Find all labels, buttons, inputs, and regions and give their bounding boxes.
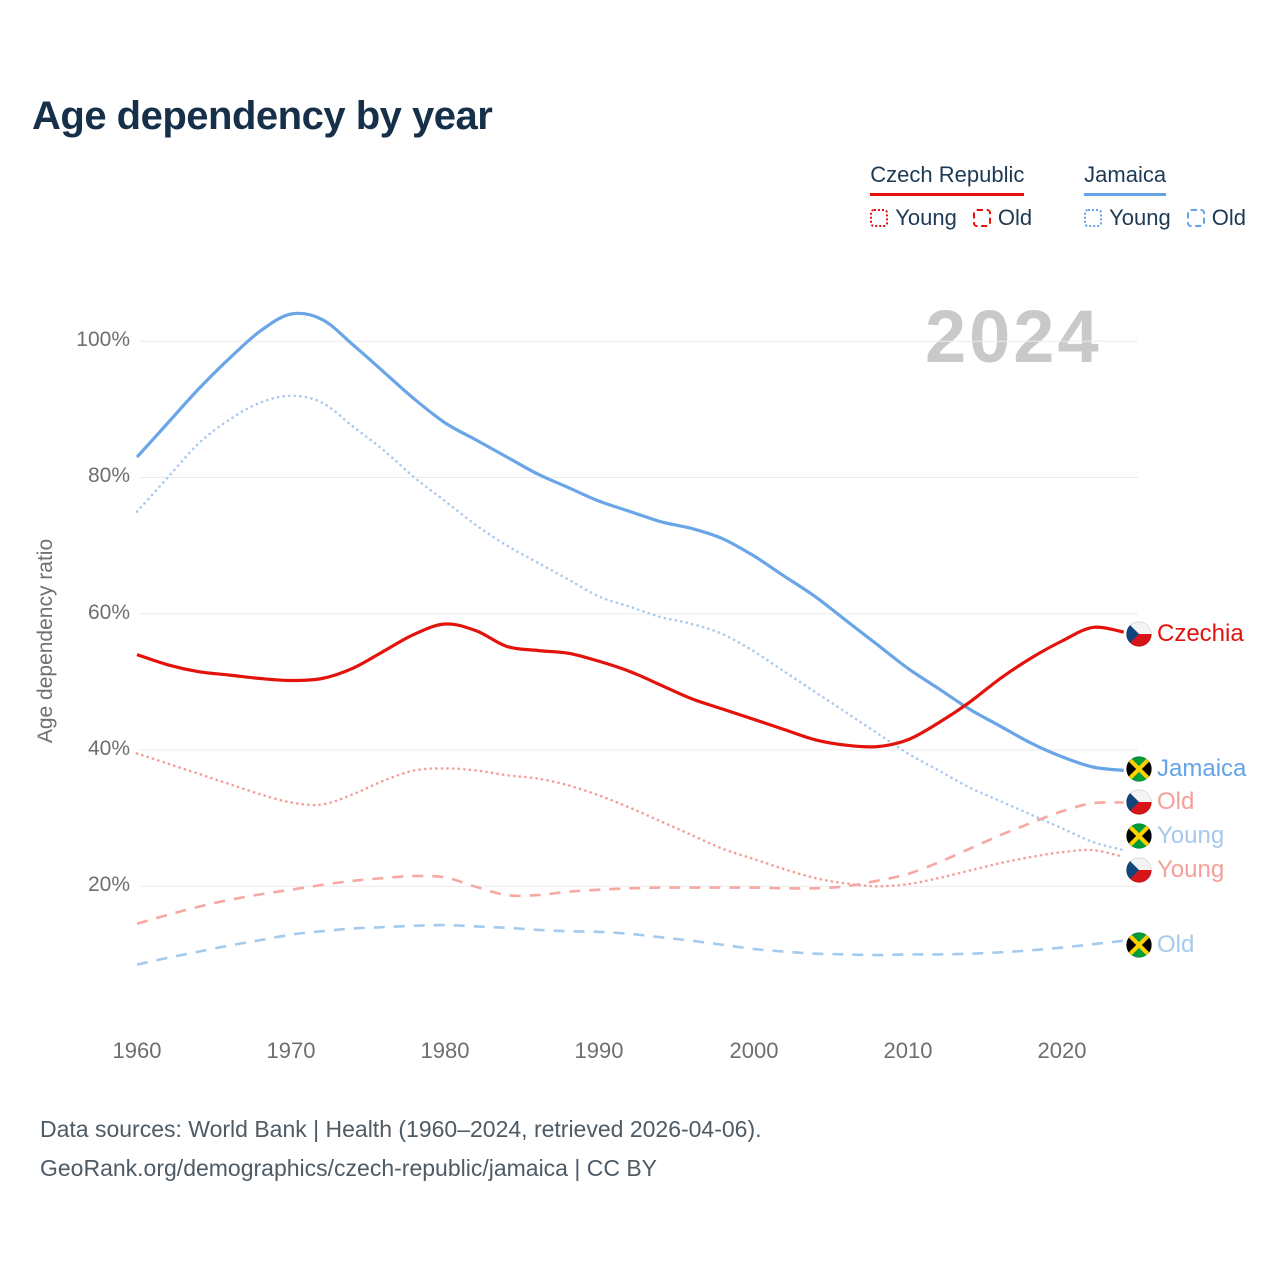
end-label-czechia: Czechia (1126, 617, 1244, 651)
legend-item-label: Young (895, 205, 957, 230)
legend-header-czech-republic[interactable]: Czech Republic (870, 162, 1025, 196)
series-line-jamaica-total[interactable] (135, 311, 1124, 772)
series-line-jamaica-old[interactable] (136, 923, 1124, 966)
legend-item-label: Young (1109, 205, 1171, 230)
x-tick-label: 2010 (883, 1038, 933, 1063)
legend-item-jamaica-old[interactable]: Old (1186, 205, 1246, 231)
end-label-czech-young: Young (1126, 853, 1224, 887)
footer: Data sources: World Bank | Health (1960–… (40, 1110, 762, 1188)
data-sources-line: Data sources: World Bank | Health (1960–… (40, 1116, 762, 1142)
end-label-text: Old (1157, 788, 1195, 815)
end-label-text: Young (1157, 856, 1225, 883)
dotted-line-swatch-icon (1084, 209, 1103, 227)
legend-item-label: Old (997, 205, 1033, 230)
chart-title: Age dependency by year (32, 94, 493, 138)
legend-items-jamaica: Young Old (1084, 205, 1246, 231)
watermark-year: 2024 (925, 295, 1102, 378)
end-label-text: Young (1157, 822, 1225, 849)
end-label-jamaica-young: Young (1126, 819, 1224, 853)
y-tick-label: 80% (87, 464, 130, 487)
legend-item-czech-young[interactable]: Young (870, 205, 957, 231)
czech-flag-icon (1126, 789, 1152, 815)
y-tick-label: 100% (76, 328, 130, 351)
x-tick-label: 1990 (574, 1038, 624, 1063)
attribution-line: GeoRank.org/demographics/czech-republic/… (40, 1155, 658, 1181)
x-tick-label: 2020 (1037, 1038, 1087, 1063)
legend-group-czech-republic: Czech Republic Young Old (870, 162, 1032, 231)
series-line-czech-republic-total[interactable] (136, 622, 1125, 749)
czech-flag-icon (1126, 621, 1152, 647)
x-tick-label: 1970 (266, 1038, 316, 1063)
end-label-czech-old: Old (1126, 785, 1194, 819)
x-tick-label: 1960 (112, 1038, 162, 1063)
dashed-line-swatch-icon (1186, 209, 1205, 227)
legend-header-jamaica[interactable]: Jamaica (1084, 162, 1167, 196)
series-line-czech-republic-young[interactable] (135, 752, 1125, 888)
legend-item-jamaica-young[interactable]: Young (1084, 205, 1171, 231)
legend: Czech Republic Young Old Jamaica Young (870, 162, 1246, 231)
end-label-text: Czechia (1157, 620, 1244, 647)
end-label-jamaica: Jamaica (1126, 752, 1246, 786)
end-label-text: Jamaica (1157, 755, 1247, 782)
czech-flag-icon (1126, 857, 1152, 883)
end-label-text: Old (1157, 931, 1195, 958)
jamaica-flag-icon (1126, 823, 1152, 849)
legend-group-jamaica: Jamaica Young Old (1084, 162, 1246, 231)
x-tick-label: 1980 (420, 1038, 470, 1063)
legend-item-czech-old[interactable]: Old (972, 205, 1033, 231)
y-tick-label: 40% (87, 737, 130, 760)
series-line-czech-republic-old[interactable] (136, 801, 1124, 925)
jamaica-flag-icon (1126, 756, 1152, 782)
y-tick-label: 20% (87, 873, 130, 896)
x-tick-label: 2000 (729, 1038, 779, 1063)
legend-item-label: Old (1211, 205, 1246, 230)
legend-items-czech-republic: Young Old (870, 205, 1032, 231)
y-tick-label: 60% (87, 601, 130, 624)
series-line-jamaica-young[interactable] (135, 394, 1125, 852)
dashed-line-swatch-icon (972, 209, 991, 227)
end-label-jamaica-old: Old (1126, 928, 1194, 962)
dotted-line-swatch-icon (870, 209, 889, 227)
jamaica-flag-icon (1126, 932, 1152, 958)
